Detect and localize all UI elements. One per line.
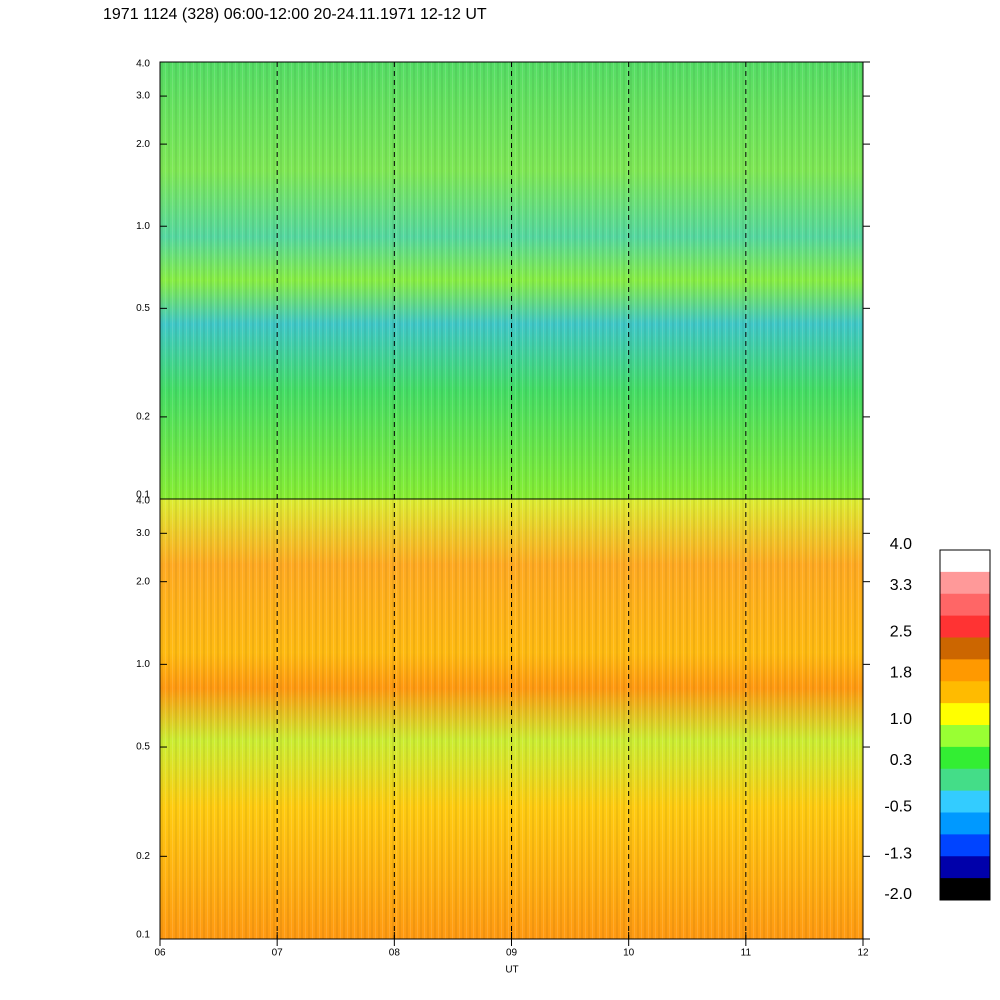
colorbar-swatch: [940, 812, 990, 835]
x-tick-label: 12: [857, 948, 869, 959]
x-tick-label: 07: [272, 948, 284, 959]
colorbar-swatch: [940, 681, 990, 704]
y-tick-label: 3.0: [136, 91, 150, 102]
colorbar-swatch: [940, 878, 990, 901]
y-tick-label: 0.2: [136, 412, 150, 423]
colorbar-label: 4.0: [890, 536, 912, 553]
y-tick-label: 4.0: [136, 496, 150, 507]
colorbar-swatch: [940, 834, 990, 857]
colorbar-swatch: [940, 571, 990, 595]
colorbar-label: 1.8: [890, 665, 912, 682]
colorbar-swatch: [940, 550, 990, 573]
x-axis-label: UT: [505, 965, 518, 976]
chart-title: 1971 1124 (328) 06:00-12:00 20-24.11.197…: [103, 6, 487, 23]
colorbar-label: 2.5: [890, 624, 912, 641]
y-tick-label: 0.1: [136, 930, 150, 941]
x-tick-label: 08: [389, 948, 401, 959]
colorbar-label: 1.0: [890, 711, 912, 728]
colorbar-swatch: [940, 725, 990, 748]
x-tick-label: 10: [623, 948, 635, 959]
colorbar-label: -1.3: [884, 845, 912, 862]
y-tick-label: 2.0: [136, 139, 150, 150]
colorbar-frame: [939, 549, 991, 901]
colorbar-swatch: [940, 637, 990, 660]
y-tick-label: 1.0: [136, 659, 150, 670]
y-tick-label: 4.0: [136, 59, 150, 70]
y-tick-label: 2.0: [136, 576, 150, 587]
y-tick-label: 0.2: [136, 851, 150, 862]
colorbar-label: -0.5: [884, 799, 912, 816]
x-tick-label: 06: [154, 948, 166, 959]
x-tick-label: 09: [506, 948, 518, 959]
colorbar-swatch: [940, 856, 990, 879]
colorbar-swatch: [940, 790, 990, 813]
y-tick-label: 1.0: [136, 221, 150, 232]
x-tick-label: 11: [741, 948, 752, 959]
colorbar-swatch: [940, 703, 990, 726]
colorbar-label: 0.3: [890, 752, 912, 769]
colorbar-label: 3.3: [890, 577, 912, 594]
colorbar-swatch: [940, 768, 990, 792]
y-tick-label: 0.5: [136, 742, 150, 753]
y-tick-label: 0.5: [136, 303, 150, 314]
colorbar-swatch: [940, 659, 990, 682]
colorbar-swatch: [940, 593, 990, 617]
y-tick-label: 3.0: [136, 528, 150, 539]
colorbar-label: -2.0: [884, 886, 912, 903]
colorbar-swatch: [940, 746, 990, 770]
colorbar-swatch: [940, 615, 990, 638]
y-tick-label: 0.1: [136, 490, 150, 501]
